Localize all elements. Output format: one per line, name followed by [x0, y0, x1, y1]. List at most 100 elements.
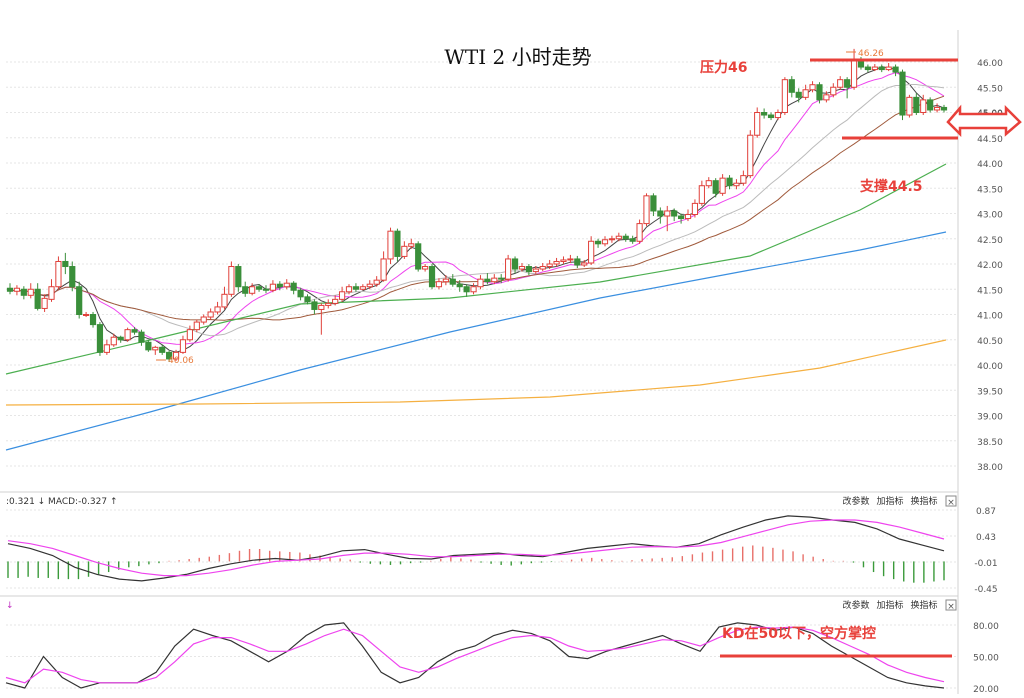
candle-body [311, 301, 318, 310]
candle [401, 241, 408, 259]
candle [560, 256, 567, 264]
candle-body [221, 293, 228, 308]
candle [325, 299, 332, 309]
candle-body [152, 346, 159, 351]
candle-body [788, 79, 795, 93]
candle [712, 178, 719, 198]
candle-body [338, 291, 346, 300]
candle-body [463, 286, 470, 293]
candle-body [249, 286, 256, 294]
candle-body [505, 258, 512, 280]
candle-body [41, 297, 48, 309]
candle [152, 345, 159, 355]
candle-body [96, 324, 104, 353]
candle [117, 335, 124, 343]
kd-button-3: 换指标 [910, 599, 937, 611]
candle [567, 254, 574, 263]
y-tick-label: 41.00 [977, 312, 1003, 322]
candle-body [850, 58, 858, 88]
y-tick-label: 41.50 [977, 286, 1003, 296]
candle-body [394, 230, 401, 257]
candle-body [643, 195, 650, 225]
candle-body [449, 278, 456, 285]
candle-body [179, 339, 187, 353]
candle-body [560, 259, 567, 262]
candle [684, 209, 692, 222]
candle-body [594, 240, 602, 245]
candle [671, 208, 678, 222]
candle [103, 339, 110, 355]
candle [228, 261, 235, 297]
candle-body [588, 240, 595, 264]
macd-line-2 [7, 519, 945, 577]
kd-close-icon[interactable] [945, 599, 957, 611]
candle-body [933, 106, 941, 111]
candle-body [27, 288, 34, 296]
candle [338, 286, 346, 302]
candle [664, 205, 671, 232]
candle [733, 179, 740, 190]
ma-line-250 [5, 339, 947, 406]
kd-line-2 [5, 626, 945, 684]
candle [387, 227, 394, 264]
candle-body [131, 329, 138, 333]
candle-body [380, 258, 387, 281]
macd-button-1: 改参数 [842, 495, 869, 507]
kd-line-1 [5, 622, 945, 689]
candle [422, 264, 429, 272]
candle-body [442, 278, 449, 283]
candle-body [553, 260, 560, 265]
candle-body [906, 96, 913, 116]
candle-body [484, 278, 491, 283]
candle-body [145, 341, 152, 351]
ma-line-120 [5, 231, 947, 451]
candle-body [940, 106, 948, 111]
candle [304, 294, 311, 305]
candle-body [297, 289, 304, 298]
candle [470, 283, 477, 295]
candle-body [657, 210, 664, 217]
candle-body [671, 210, 678, 217]
candle [89, 311, 97, 328]
macd-close-icon[interactable] [945, 495, 957, 507]
candle [850, 48, 858, 90]
candle [837, 76, 844, 90]
candle-body [581, 262, 588, 266]
candle [920, 94, 927, 116]
candle [574, 255, 581, 269]
candle [719, 174, 726, 196]
candle [546, 259, 553, 270]
candle-body [913, 96, 920, 113]
ma-line-3 [9, 84, 945, 337]
candle-body [401, 245, 408, 257]
candle [242, 281, 249, 297]
candle-body [470, 286, 477, 293]
candle-body [366, 283, 373, 288]
candle [933, 103, 941, 113]
candle-body [871, 66, 878, 71]
candle-body [837, 79, 844, 88]
candle [892, 64, 899, 77]
candle [539, 262, 546, 272]
chart-title: WTI 2 小时走势 [444, 45, 591, 69]
candle-body [242, 286, 249, 294]
candle-body [761, 112, 768, 116]
candle-body [352, 286, 360, 290]
candle-body [345, 286, 353, 293]
support-annotation: 支撑44.5 [859, 178, 923, 195]
candle [698, 180, 705, 206]
y-tick-label: 46.00 [977, 59, 1003, 69]
candle-body [138, 331, 145, 343]
candle [373, 276, 380, 287]
candle-body [415, 243, 422, 270]
candle [269, 280, 277, 293]
candle-body [20, 288, 27, 296]
candle [318, 303, 325, 335]
candle-body [159, 346, 166, 353]
candle [179, 335, 187, 354]
candle-body [899, 71, 906, 116]
resistance-annotation: 压力46 [700, 59, 747, 76]
candle [511, 256, 519, 274]
direction-arrow [946, 104, 1022, 138]
